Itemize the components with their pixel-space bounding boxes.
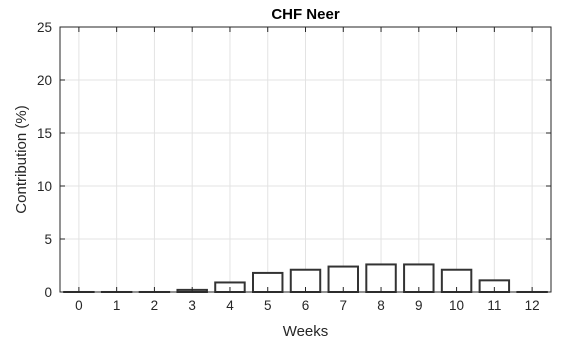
x-tick-label: 10	[449, 298, 464, 313]
x-tick-label: 11	[487, 298, 501, 313]
grid-lines	[60, 26, 551, 293]
x-tick-label: 5	[264, 298, 272, 313]
y-axis-label: Contribution (%)	[13, 105, 30, 213]
x-tick-label: 0	[75, 298, 83, 313]
x-tick-label: 7	[340, 298, 348, 313]
x-tick-label: 12	[525, 298, 540, 313]
y-tick-labels: 0 5 10 15 20 25	[37, 20, 52, 300]
x-tick-label: 1	[113, 298, 121, 313]
x-tick-label: 3	[188, 298, 196, 313]
x-tick-labels: 0 1 2 3 4 5 6 7 8 9 10 11 12	[75, 298, 540, 313]
bar	[327, 265, 359, 293]
x-tick-label: 8	[377, 298, 385, 313]
y-tick-label: 25	[37, 20, 52, 35]
y-tick-label: 10	[37, 179, 52, 194]
axes	[59, 26, 552, 293]
x-tick-label: 9	[415, 298, 423, 313]
x-tick-label: 6	[302, 298, 310, 313]
chart-title: CHF Neer	[271, 6, 340, 23]
y-tick-label: 20	[37, 73, 52, 88]
x-axis-label: Weeks	[283, 323, 329, 340]
x-tick-label: 2	[151, 298, 159, 313]
y-tick-label: 0	[44, 285, 52, 300]
y-tick-label: 15	[37, 126, 52, 141]
y-tick-label: 5	[44, 232, 52, 247]
x-tick-label: 4	[226, 298, 234, 313]
